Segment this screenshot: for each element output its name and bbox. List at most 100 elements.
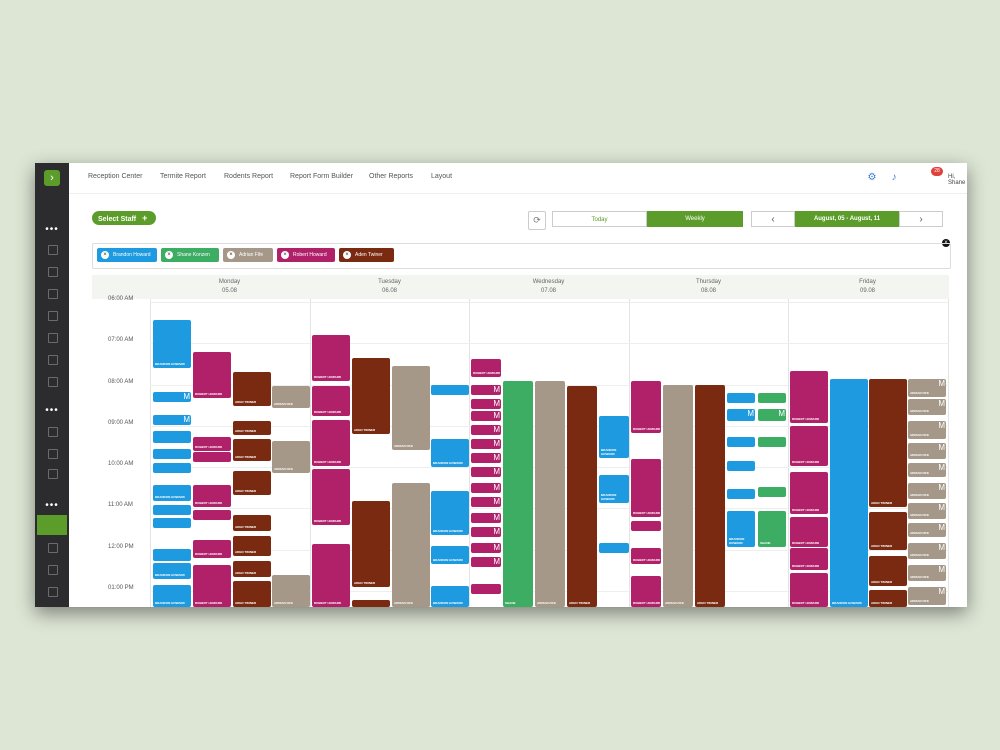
appointment-block[interactable]	[153, 505, 191, 515]
appointment-block[interactable]	[352, 600, 390, 607]
appointment-block[interactable]: ADEN TWINER	[233, 372, 271, 406]
bell-icon[interactable]: ♪	[891, 172, 897, 183]
nav-icon[interactable]	[48, 565, 58, 575]
appointment-block[interactable]: M	[758, 409, 786, 421]
appointment-block[interactable]: M	[471, 411, 501, 421]
appointment-block[interactable]: ADRIAN FIFE M	[908, 523, 946, 537]
nav-termite-report[interactable]: Termite Report	[160, 173, 206, 180]
appointment-block[interactable]: ROBERT HOWARD	[312, 420, 350, 466]
appointment-block[interactable]: ADRIAN FIFE	[535, 381, 565, 607]
appointment-block[interactable]: BRANDON HOWARD	[727, 511, 755, 547]
appointment-block[interactable]	[153, 549, 191, 561]
appointment-block[interactable]: ROBERT HOWARD	[193, 565, 231, 607]
appointment-block[interactable]: M	[471, 467, 501, 477]
appointment-block[interactable]: ADEN TWINER	[233, 581, 271, 607]
appointment-block[interactable]: ADEN TWINER	[233, 536, 271, 556]
appointment-block[interactable]	[758, 487, 786, 497]
appointment-block[interactable]: ADEN TWINER	[233, 439, 271, 461]
appointment-block[interactable]: ROBERT HOWARD	[193, 485, 231, 507]
appointment-block[interactable]: M	[471, 483, 501, 493]
appointment-block[interactable]: ADRIAN FIFE	[663, 385, 693, 607]
appointment-block[interactable]: ROBERT HOWARD	[631, 459, 661, 517]
appointment-block[interactable]: BRANDON HOWARD	[431, 586, 469, 607]
appointment-block[interactable]: ADRIAN FIFE M	[908, 399, 946, 415]
appointment-block[interactable]: ROBERT HOWARD	[312, 544, 350, 607]
appointment-block[interactable]: ADEN TWINER	[869, 556, 907, 586]
nav-icon[interactable]	[48, 245, 58, 255]
more-icon[interactable]: •••	[45, 224, 59, 235]
appointment-block[interactable]: ADEN TWINER	[869, 590, 907, 607]
appointment-block[interactable]: BRANDON HOWARD	[599, 416, 629, 458]
doc-icon[interactable]	[48, 333, 58, 343]
remove-chip-icon[interactable]: ×	[343, 251, 351, 259]
appointment-block[interactable]: ADRIAN FIFE M	[908, 503, 946, 519]
appointment-block[interactable]: M	[471, 497, 501, 507]
appointment-block[interactable]: ADEN TWINER	[869, 379, 907, 507]
appointment-block[interactable]: BRANDON HOWARD	[431, 491, 469, 535]
appointment-block[interactable]: SHANE	[758, 511, 786, 547]
appointment-block[interactable]: ROBERT HOWARD	[631, 576, 661, 607]
network-icon[interactable]: ⚙	[867, 172, 877, 183]
appointment-block[interactable]: M	[471, 453, 501, 463]
appointment-block[interactable]: BRANDON HOWARD	[830, 379, 868, 607]
appointment-block[interactable]: ADRIAN FIFE M	[908, 587, 946, 605]
nav-other-reports[interactable]: Other Reports	[369, 173, 413, 180]
next-week-button[interactable]: ›	[899, 211, 943, 227]
dollar-icon[interactable]	[48, 311, 58, 321]
appointment-block[interactable]: M	[471, 527, 501, 537]
appointment-block[interactable]: ADEN TWINER	[695, 385, 725, 607]
appointment-block[interactable]	[599, 543, 629, 553]
nav-rodents-report[interactable]: Rodents Report	[224, 173, 274, 180]
doc-icon[interactable]	[48, 355, 58, 365]
appointment-block[interactable]: ROBERT HOWARD	[790, 548, 828, 570]
more-icon[interactable]: •••	[45, 405, 59, 416]
appointment-block[interactable]: ROBERT HOWARD	[790, 472, 828, 514]
date-range-label[interactable]: August, 05 - August, 11	[795, 211, 899, 227]
appointment-block[interactable]: ADRIAN FIFE M	[908, 379, 946, 397]
appointment-block[interactable]: ROBERT HOWARD	[471, 359, 501, 377]
staff-chip[interactable]: × Shane Konzen	[161, 248, 219, 262]
appointment-block[interactable]: BRANDON HOWARD	[153, 563, 191, 579]
sync-icon[interactable]: ⟳	[528, 211, 546, 230]
appointment-block[interactable]: ROBERT HOWARD	[312, 335, 350, 381]
appointment-block[interactable]	[153, 431, 191, 443]
appointment-block[interactable]: M	[727, 409, 755, 421]
appointment-block[interactable]: M	[471, 513, 501, 523]
appointment-block[interactable]: ADRIAN FIFE	[392, 483, 430, 589]
appointment-block[interactable]: BRANDON HOWARD	[431, 546, 469, 564]
nav-icon[interactable]	[48, 587, 58, 597]
appointment-block[interactable]: BRANDON HOWARD	[153, 320, 191, 368]
appointment-block[interactable]: ROBERT HOWARD	[790, 573, 828, 607]
nav-reception-center[interactable]: Reception Center	[88, 173, 143, 180]
appointment-block[interactable]: ADRIAN FIFE	[392, 366, 430, 450]
appointment-block[interactable]: ADRIAN FIFE	[272, 575, 310, 607]
appointment-block[interactable]	[727, 393, 755, 403]
appointment-block[interactable]: BRANDON HOWARD	[431, 439, 469, 467]
nav-icon[interactable]	[48, 267, 58, 277]
appointment-block[interactable]	[727, 489, 755, 499]
appointment-block[interactable]: ROBERT HOWARD	[631, 548, 661, 564]
remove-chip-icon[interactable]: ×	[281, 251, 289, 259]
appointment-block[interactable]: ADRIAN FIFE	[392, 584, 430, 607]
staff-chip[interactable]: × Robert Howard	[277, 248, 335, 262]
appointment-block[interactable]	[153, 463, 191, 473]
appointment-block[interactable]: ADEN TWINER	[352, 358, 390, 434]
appointment-block[interactable]: M	[471, 425, 501, 435]
staff-chip[interactable]: × Adrian Fife	[223, 248, 273, 262]
appointment-block[interactable]: M	[471, 399, 501, 409]
appointment-block[interactable]: ROBERT HOWARD	[631, 381, 661, 433]
appointment-block[interactable]: ADEN TWINER	[233, 421, 271, 435]
appointment-block[interactable]: BRANDON HOWARD	[153, 485, 191, 501]
appointment-block[interactable]: ADRIAN FIFE	[272, 386, 310, 408]
staff-chip[interactable]: × Brandon Howard	[97, 248, 157, 262]
appointment-block[interactable]: M	[471, 557, 501, 567]
appointment-block[interactable]	[758, 393, 786, 403]
remove-chip-icon[interactable]: ×	[101, 251, 109, 259]
appointment-block[interactable]: M	[153, 415, 191, 425]
calendar-nav-active[interactable]	[37, 515, 67, 535]
building-icon[interactable]	[48, 449, 58, 459]
appointment-block[interactable]: ADRIAN FIFE M	[908, 421, 946, 439]
appointment-block[interactable]: ROBERT HOWARD	[790, 517, 828, 547]
weekly-button[interactable]: Weekly	[647, 211, 743, 227]
nav-layout[interactable]: Layout	[431, 173, 453, 180]
